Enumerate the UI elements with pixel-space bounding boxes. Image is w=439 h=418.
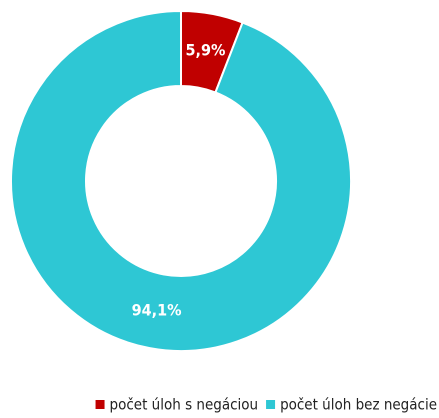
legend-label: počet úloh bez negácie: [280, 396, 437, 414]
donut-slice: [10, 9, 352, 352]
legend-marker: [266, 400, 276, 409]
legend-marker: [95, 400, 105, 409]
value-label: 5,9%: [185, 40, 225, 59]
legend-label: počet úloh s negáciou: [110, 396, 259, 414]
value-label: 94,1%: [132, 301, 182, 320]
